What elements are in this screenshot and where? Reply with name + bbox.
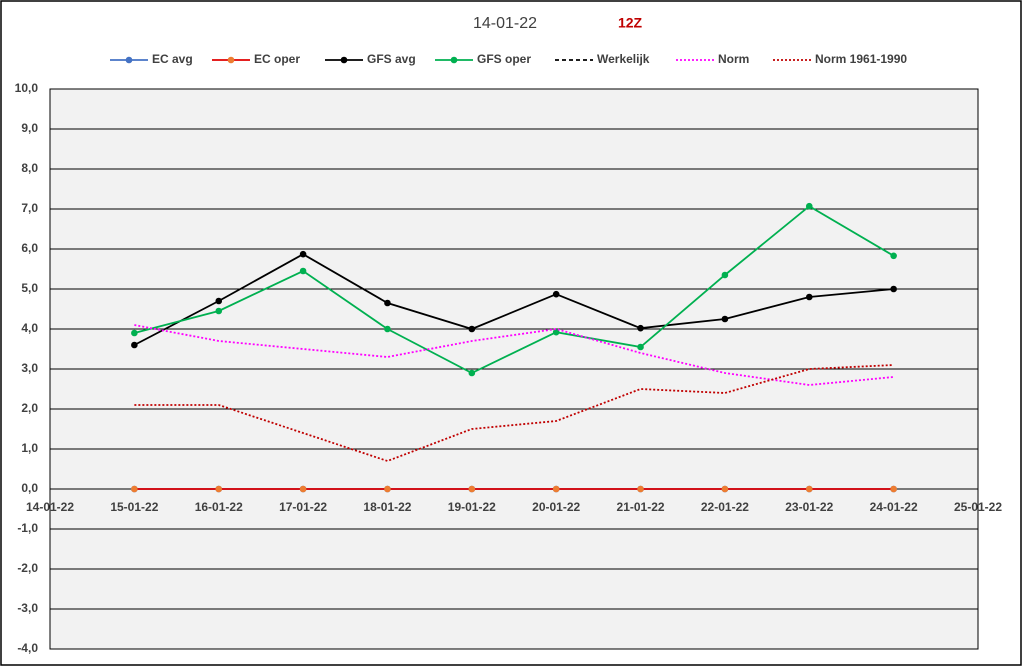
y-tick-label: -1,0 <box>17 521 38 535</box>
point <box>299 250 307 258</box>
point <box>384 299 391 307</box>
chart-subtitle: 12Z <box>618 15 643 31</box>
legend-label: GFS oper <box>477 52 531 66</box>
y-tick-label: 0,0 <box>21 481 38 495</box>
legend-marker <box>125 56 133 64</box>
legend-label: Werkelijk <box>597 52 650 66</box>
point <box>468 369 476 377</box>
series-line <box>134 205 895 375</box>
series-line <box>134 324 894 386</box>
point <box>299 267 307 275</box>
series-line <box>134 364 894 462</box>
x-tick-label: 15-01-22 <box>110 500 158 514</box>
y-tick-label: -4,0 <box>17 641 38 655</box>
legend-label: EC oper <box>254 52 300 66</box>
y-tick-label: 10,0 <box>15 81 39 95</box>
x-tick-label: 18-01-22 <box>363 500 411 514</box>
x-tick-label: 19-01-22 <box>448 500 496 514</box>
y-tick-label: 1,0 <box>21 441 38 455</box>
legend-label: Norm <box>718 52 749 66</box>
y-tick-label: 7,0 <box>21 201 38 215</box>
point <box>721 271 729 279</box>
y-tick-label: 9,0 <box>21 121 38 135</box>
point <box>637 324 644 332</box>
point <box>805 293 813 301</box>
y-tick-label: 8,0 <box>21 161 38 175</box>
point <box>299 485 307 493</box>
y-tick-label: -2,0 <box>17 561 38 575</box>
legend-label: Norm 1961-1990 <box>815 52 907 66</box>
point <box>215 307 223 315</box>
point <box>468 325 476 333</box>
point <box>552 290 560 298</box>
chart-title: 14-01-22 <box>473 15 537 32</box>
point <box>384 325 391 333</box>
y-tick-label: -3,0 <box>17 601 38 615</box>
point <box>890 485 897 493</box>
y-tick-label: 6,0 <box>21 241 38 255</box>
legend-marker <box>450 56 458 64</box>
series-line <box>133 253 894 346</box>
x-tick-label: 16-01-22 <box>195 500 243 514</box>
point <box>805 202 813 210</box>
point <box>805 485 813 493</box>
point <box>637 343 644 351</box>
y-tick-label: 3,0 <box>21 361 38 375</box>
x-tick-label: 20-01-22 <box>532 500 580 514</box>
x-tick-label: 14-01-22 <box>26 500 74 514</box>
y-tick-label: 4,0 <box>21 321 38 335</box>
point <box>131 329 138 337</box>
point <box>215 297 223 305</box>
point <box>552 328 560 336</box>
x-tick-label: 25-01-22 <box>954 500 1002 514</box>
point <box>468 485 476 493</box>
point <box>552 485 560 493</box>
legend-marker <box>340 56 348 64</box>
point <box>131 485 138 493</box>
x-tick-label: 23-01-22 <box>785 500 833 514</box>
point <box>215 485 223 493</box>
point <box>721 485 729 493</box>
x-tick-label: 22-01-22 <box>701 500 749 514</box>
point <box>637 485 644 493</box>
point <box>384 485 391 493</box>
point <box>890 252 897 260</box>
y-tick-label: 5,0 <box>21 281 38 295</box>
x-tick-label: 24-01-22 <box>870 500 918 514</box>
legend-label: GFS avg <box>367 52 416 66</box>
point <box>890 285 897 293</box>
point <box>721 315 729 323</box>
x-tick-label: 21-01-22 <box>617 500 665 514</box>
legend-marker <box>227 56 235 64</box>
legend-label: EC avg <box>152 52 193 66</box>
point <box>131 341 138 349</box>
y-tick-label: 2,0 <box>21 401 38 415</box>
x-tick-label: 17-01-22 <box>279 500 327 514</box>
